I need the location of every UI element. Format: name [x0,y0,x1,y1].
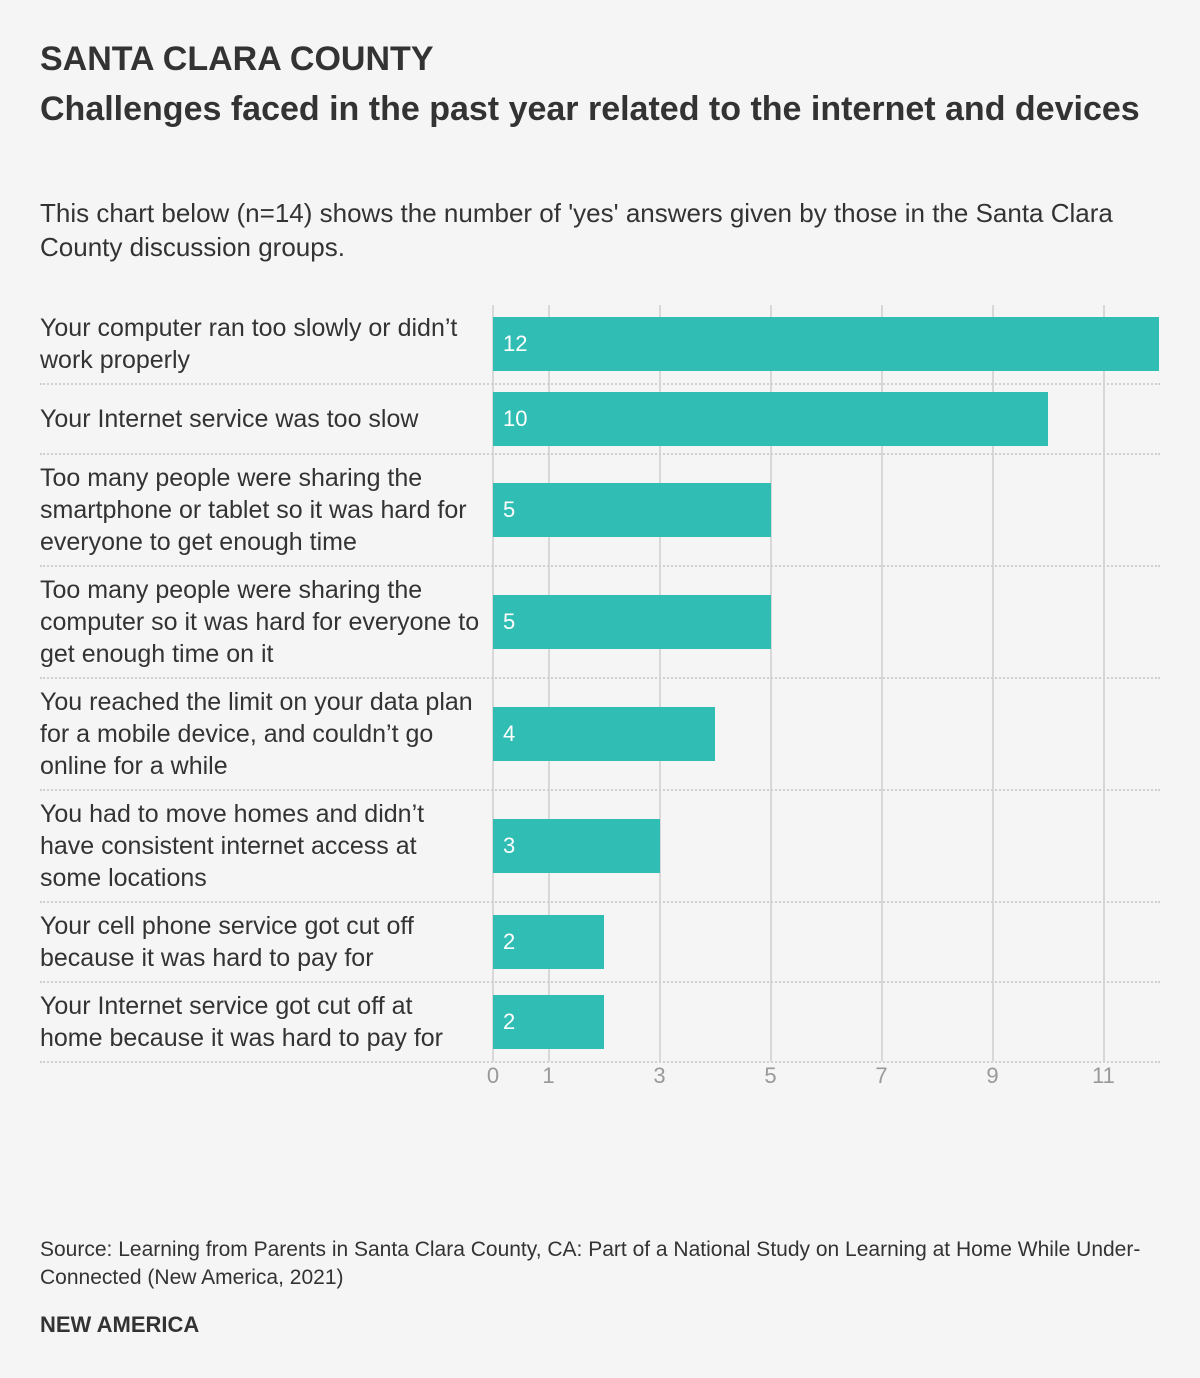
chart-title: SANTA CLARA COUNTY [40,40,434,78]
row: Too many people were sharing the compute… [40,567,1160,679]
category-label: Too many people were sharing the smartph… [40,464,467,556]
value-label: 2 [503,929,516,954]
bar: 12 [493,317,1159,371]
bar: 2 [493,995,604,1049]
category-label: Your cell phone service got cut off beca… [40,912,414,972]
x-tick-label: 11 [1092,1063,1115,1088]
value-label: 2 [503,1009,516,1034]
category-label: You had to move homes and didn’t have co… [40,800,425,892]
bar: 5 [493,483,771,537]
value-label: 4 [503,721,516,746]
category-label: Your Internet service was too slow [40,405,419,433]
category-label: You reached the limit on your data plan … [40,688,473,780]
row: Your cell phone service got cut off beca… [40,903,1160,983]
row: You had to move homes and didn’t have co… [40,791,1160,903]
grid-line [492,305,494,1061]
x-tick-label: 5 [764,1063,777,1088]
chart-description: This chart below (n=14) shows the number… [40,198,1113,262]
chart: Your computer ran too slowly or didn’t w… [40,305,1160,1088]
plot-area: 10 [493,392,1159,446]
value-label: 10 [503,406,528,431]
row: Your Internet service was too slow 10 [40,385,1160,455]
x-tick-label: 0 [486,1063,500,1088]
category-label: Your computer ran too slowly or didn’t w… [40,314,458,374]
value-label: 3 [503,833,516,858]
plot-area: 4 [493,707,1159,761]
footer: NEW AMERICA [40,1312,200,1337]
value-label: 5 [503,609,516,634]
row: You reached the limit on your data plan … [40,679,1160,791]
plot-area: 3 [493,819,1159,873]
grid-line [769,305,772,1061]
plot-area: 12 [493,317,1159,371]
bar: 4 [493,707,715,761]
row: Too many people were sharing the smartph… [40,455,1160,567]
x-tick-label: 7 [875,1063,888,1088]
x-tick-label: 3 [653,1063,666,1088]
value-label: 12 [503,331,528,356]
value-label: 5 [503,497,516,522]
row: Your Internet service got cut off at hom… [40,983,1160,1063]
grid-line [1102,305,1105,1061]
bar: 5 [493,595,771,649]
grid-line [880,305,883,1061]
category-label: Too many people were sharing the compute… [40,576,480,668]
x-tick-label: 9 [986,1063,999,1088]
grid-line [991,305,994,1061]
plot-area: 5 [493,483,1159,537]
grid-line [547,305,550,1061]
plot-area: 2 [493,915,1159,969]
row: Your computer ran too slowly or didn’t w… [40,305,1160,385]
category-label: Your Internet service got cut off at hom… [40,992,444,1052]
bar: 2 [493,915,604,969]
bar: 10 [493,392,1048,446]
plot-area: 5 [493,595,1159,649]
grid-line [658,305,661,1061]
x-tick-label: 1 [542,1063,555,1088]
plot-area: 2 [493,995,1159,1049]
source: Source: Learning from Parents in Santa C… [40,1238,1141,1289]
bar: 3 [493,819,660,873]
chart-subtitle: Challenges faced in the past year relate… [40,90,1140,128]
